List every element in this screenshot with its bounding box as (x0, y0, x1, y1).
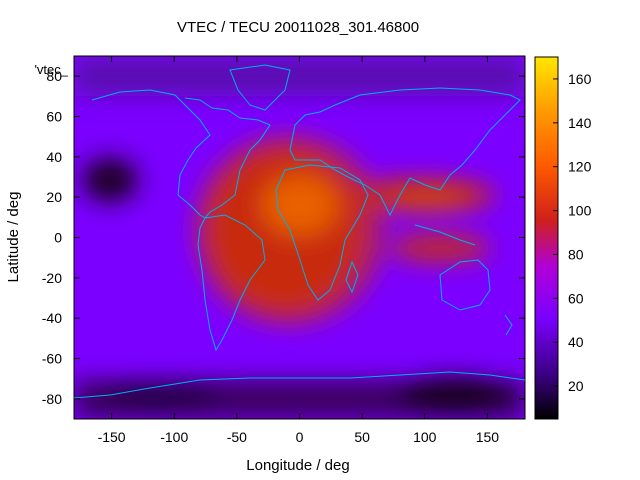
coastline-eurasia (289, 87, 521, 217)
y-tick-label: -20 (42, 270, 62, 286)
y-tick-label: -60 (42, 351, 62, 367)
x-tick-label: 100 (413, 429, 437, 445)
heatmap-area (74, 56, 525, 419)
colorbar (534, 56, 559, 420)
coastline-africa (275, 164, 369, 301)
coastlines (74, 64, 525, 399)
coastline-madagascar (345, 260, 359, 294)
coastline-south-america (197, 214, 266, 352)
x-axis: -150 -100 -50 0 50 100 150 (98, 56, 500, 445)
y-axis-title: Latitude / deg (5, 192, 22, 283)
y-tick-label: -80 (42, 391, 62, 407)
chart-title: VTEC / TECU 20011028_301.46800 (177, 19, 419, 36)
x-axis-title: Longitude / deg (246, 457, 349, 474)
coastline-greenland (229, 64, 291, 111)
x-tick-label: -50 (227, 429, 247, 445)
coastline-new-zealand (504, 314, 513, 336)
y-tick-label: 80 (46, 68, 62, 84)
x-tick-label: 50 (354, 429, 370, 445)
colorbar-tick-label: 60 (568, 290, 584, 306)
colorbar-axis: 20 40 60 80 100 120 140 160 (553, 71, 592, 394)
y-tick-label: 20 (46, 189, 62, 205)
map-key-label: 'vtec_ (34, 62, 68, 77)
colorbar-tick-label: 120 (568, 159, 592, 175)
colorbar-tick-label: 100 (568, 203, 592, 219)
x-tick-label: -100 (160, 429, 188, 445)
coastline-australia (439, 259, 491, 311)
colorbar-tick-label: 40 (568, 334, 584, 350)
x-tick-label: 0 (296, 429, 304, 445)
colorbar-tick-label: 160 (568, 71, 592, 87)
y-tick-label: 0 (54, 230, 62, 246)
x-tick-label: -150 (98, 429, 126, 445)
y-tick-label: 40 (46, 149, 62, 165)
x-tick-label: 150 (476, 429, 500, 445)
colorbar-tick-label: 20 (568, 378, 584, 394)
coastline-indonesia (414, 224, 476, 246)
y-tick-label: -40 (42, 310, 62, 326)
y-axis: -80 -60 -40 -20 0 20 40 60 80 (42, 68, 525, 407)
coastline-antarctica (74, 371, 525, 399)
colorbar-tick-label: 80 (568, 246, 584, 262)
y-tick-label: 60 (46, 109, 62, 125)
colorbar-tick-label: 140 (568, 115, 592, 131)
